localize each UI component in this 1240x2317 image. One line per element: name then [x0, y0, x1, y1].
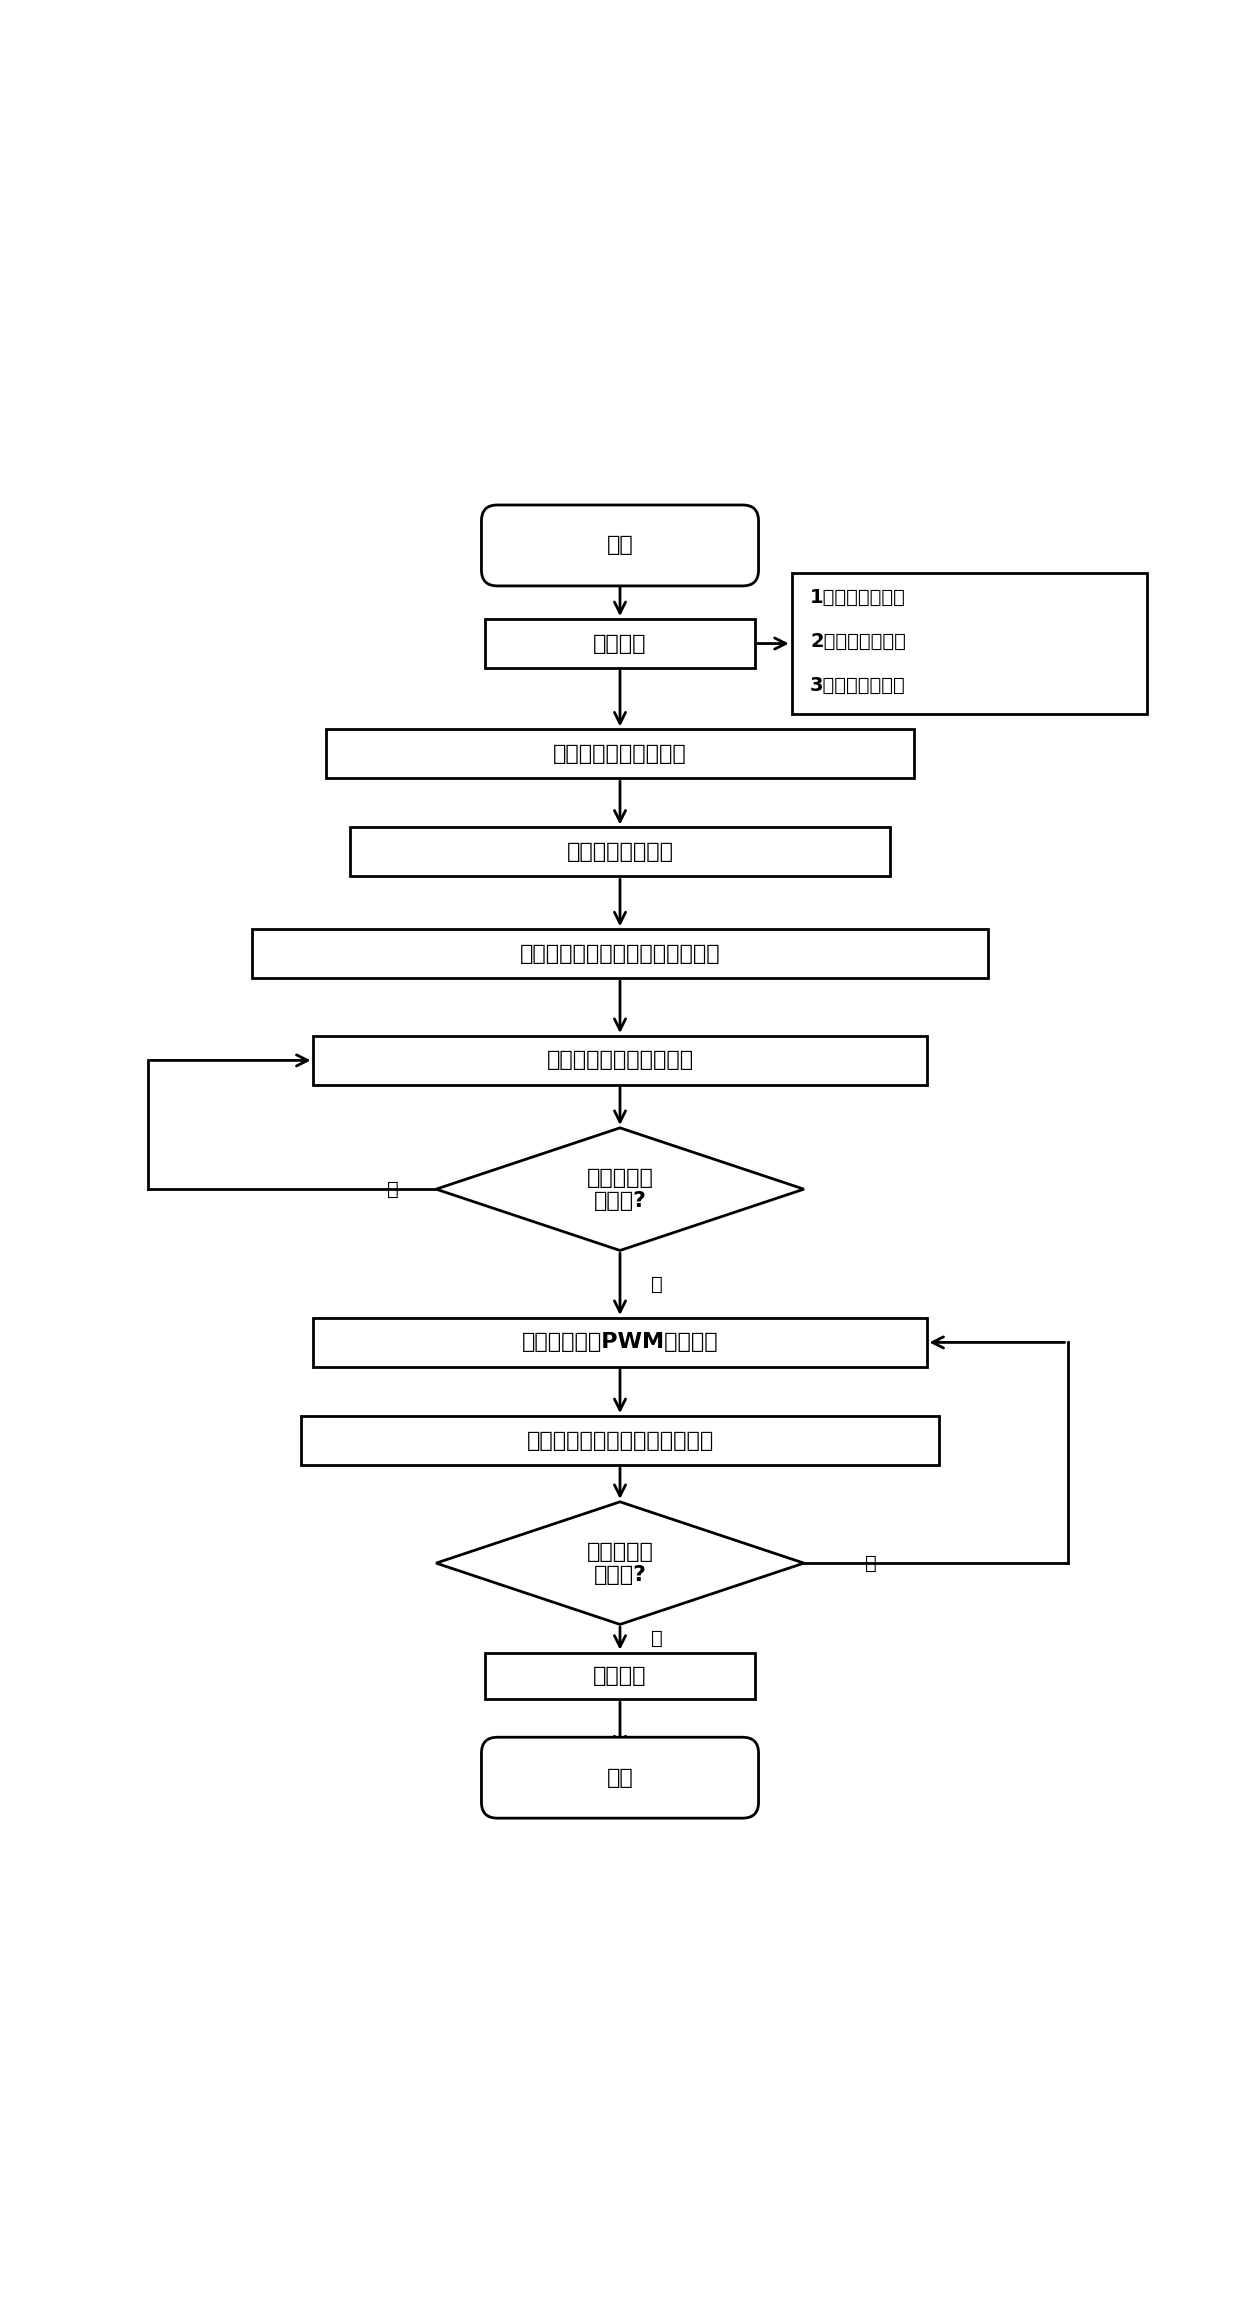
Text: 电池筛选: 电池筛选	[593, 633, 647, 653]
Text: 否: 否	[387, 1179, 399, 1198]
Polygon shape	[436, 1501, 804, 1624]
Text: 相应开关管开通，开启主动均衡: 相应开关管开通，开启主动均衡	[526, 1430, 714, 1450]
Bar	[252, 929, 988, 978]
FancyBboxPatch shape	[481, 1738, 759, 1819]
Text: 先串再并构成电池单元: 先串再并构成电池单元	[553, 744, 687, 765]
Bar	[314, 1036, 926, 1084]
Text: 开始: 开始	[606, 535, 634, 556]
Polygon shape	[436, 1128, 804, 1251]
FancyBboxPatch shape	[481, 505, 759, 586]
Text: 开启电池单元电压监测与均衡控制: 开启电池单元电压监测与均衡控制	[520, 943, 720, 964]
Text: 是: 是	[651, 1274, 662, 1293]
Text: 电池单元相互串联: 电池单元相互串联	[567, 841, 673, 862]
Text: 1、放电容量筛选: 1、放电容量筛选	[810, 589, 906, 607]
Text: 满足均衡关
闭条件?: 满足均衡关 闭条件?	[587, 1541, 653, 1585]
Text: 是: 是	[651, 1629, 662, 1647]
Bar	[485, 619, 755, 667]
Bar	[350, 827, 890, 876]
Text: 产生相应开关PWM驱动信号: 产生相应开关PWM驱动信号	[522, 1332, 718, 1353]
Text: 满足均衡开
启条件?: 满足均衡开 启条件?	[587, 1168, 653, 1212]
Bar	[791, 572, 1147, 714]
Bar	[314, 1318, 926, 1367]
Bar	[485, 1652, 755, 1698]
Bar	[326, 730, 914, 779]
Text: 采集各电池单元电压数据: 采集各电池单元电压数据	[547, 1050, 693, 1070]
Text: 否: 否	[866, 1555, 877, 1573]
Bar	[301, 1416, 939, 1464]
Text: 2、电压平台筛选: 2、电压平台筛选	[810, 633, 906, 651]
Text: 结束: 结束	[606, 1768, 634, 1789]
Text: 均衡结束: 均衡结束	[593, 1666, 647, 1687]
Text: 3、库伦效率筛选: 3、库伦效率筛选	[810, 677, 905, 695]
